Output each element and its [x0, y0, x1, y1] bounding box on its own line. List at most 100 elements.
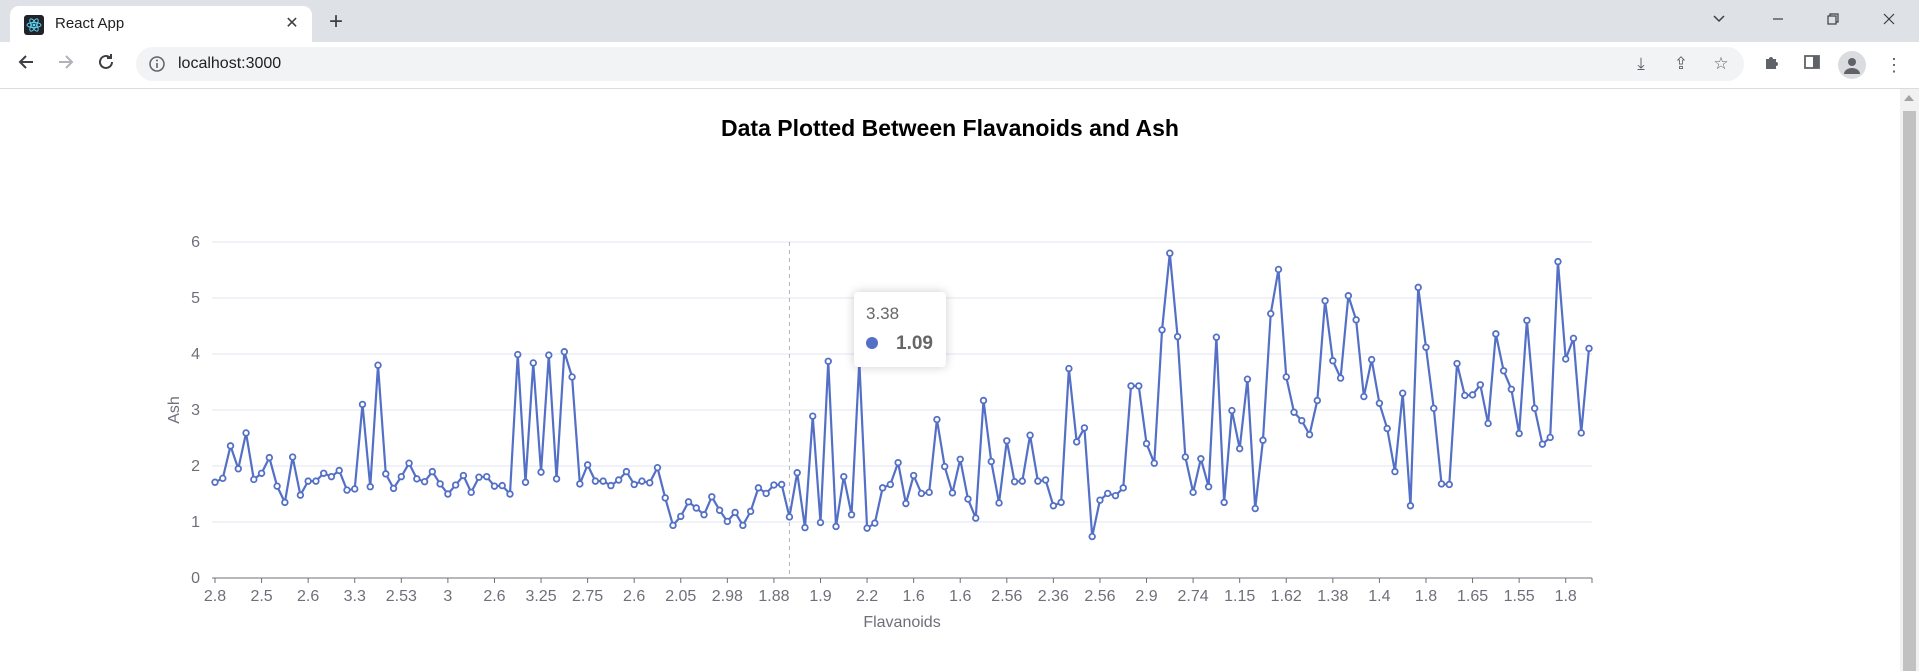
data-point: [529, 359, 537, 367]
data-point: [1135, 382, 1143, 390]
reload-icon[interactable]: [92, 51, 120, 79]
scrollbar-thumb[interactable]: [1903, 111, 1916, 671]
profile-avatar-icon[interactable]: [1838, 51, 1866, 79]
data-point: [669, 521, 677, 530]
x-tick-label: 3.3: [344, 588, 366, 605]
extensions-puzzle-icon[interactable]: [1760, 53, 1784, 77]
tooltip-x-value: 3.38: [866, 304, 900, 323]
data-point: [296, 491, 305, 499]
data-point: [894, 458, 902, 467]
x-tick-label: 1.38: [1317, 588, 1348, 605]
x-tick-label: 1.15: [1224, 588, 1255, 605]
data-point: [498, 481, 506, 490]
data-point: [1127, 382, 1135, 390]
data-point: [265, 453, 274, 462]
data-point: [1321, 297, 1329, 305]
data-point: [1585, 344, 1593, 353]
y-tick-label: 1: [191, 514, 200, 531]
data-point: [1336, 374, 1345, 382]
x-tick-label: 1.88: [758, 588, 789, 605]
side-panel-icon[interactable]: [1800, 53, 1824, 77]
data-point: [1352, 316, 1360, 324]
forward-arrow-icon[interactable]: [52, 51, 80, 79]
data-point: [374, 361, 382, 369]
data-point: [568, 373, 576, 381]
x-tick-label: 1.65: [1457, 588, 1488, 605]
data-point: [537, 468, 545, 476]
browser-menu-icon[interactable]: ⋮: [1885, 55, 1903, 75]
data-point: [1251, 504, 1259, 513]
data-point: [1212, 333, 1221, 341]
data-point: [692, 504, 700, 512]
data-point: [1197, 455, 1205, 463]
data-point: [1492, 330, 1500, 338]
x-tick-label: 3: [443, 588, 452, 605]
data-point: [467, 488, 475, 497]
data-point: [979, 396, 988, 405]
data-point: [1383, 424, 1391, 433]
data-point: [1104, 489, 1112, 498]
back-arrow-icon[interactable]: [12, 51, 40, 79]
share-icon[interactable]: ⇪: [1673, 54, 1689, 73]
page-content: [0, 89, 1900, 671]
data-point: [451, 481, 460, 489]
data-point: [1344, 292, 1353, 300]
bookmark-star-icon[interactable]: ☆: [1713, 54, 1729, 73]
vertical-scrollbar[interactable]: [1900, 89, 1919, 671]
data-point: [746, 507, 755, 516]
data-point: [1235, 444, 1244, 453]
data-point: [715, 506, 724, 514]
data-point: [1049, 502, 1058, 510]
data-point: [777, 480, 786, 489]
data-point: [1065, 364, 1073, 373]
data-point: [1507, 385, 1516, 393]
data-point: [1375, 399, 1384, 407]
data-point: [1228, 406, 1236, 415]
tooltip-series-marker-icon: [866, 337, 878, 349]
data-point: [972, 514, 980, 522]
data-point: [475, 473, 483, 481]
data-point: [1523, 316, 1531, 325]
data-point: [583, 461, 592, 469]
data-point: [1003, 437, 1011, 445]
tab-strip: React App ✕ +: [0, 0, 1919, 42]
data-point: [413, 475, 421, 483]
site-info-icon[interactable]: [148, 55, 166, 73]
address-bar[interactable]: localhost:3000 ⤓ ⇪ ☆: [136, 47, 1744, 81]
data-point: [514, 350, 522, 359]
data-point: [1080, 424, 1089, 432]
x-tick-label: 2.74: [1178, 588, 1209, 605]
data-point: [1158, 326, 1166, 334]
data-point: [1499, 367, 1508, 375]
data-point: [1181, 453, 1190, 461]
data-point: [420, 477, 429, 486]
data-point: [1119, 484, 1127, 492]
new-tab-icon[interactable]: +: [328, 8, 343, 35]
data-point: [1282, 373, 1290, 381]
data-point: [995, 499, 1003, 507]
tab-search-chevron-icon[interactable]: [1696, 4, 1742, 38]
data-point: [1414, 283, 1422, 292]
x-axis-label: Flavanoids: [863, 614, 940, 631]
data-point: [723, 517, 732, 526]
react-logo-icon: [24, 15, 44, 35]
data-point: [576, 480, 584, 488]
x-tick-label: 1.55: [1504, 588, 1535, 605]
data-point: [436, 480, 444, 488]
close-window-icon[interactable]: [1866, 4, 1912, 38]
data-point: [956, 455, 964, 463]
data-point: [1569, 334, 1578, 343]
data-point: [708, 493, 716, 501]
browser-tab[interactable]: React App ✕: [10, 6, 312, 42]
install-app-icon[interactable]: ⤓: [1637, 54, 1645, 73]
data-point: [343, 486, 351, 494]
data-point: [964, 495, 972, 503]
restore-icon[interactable]: [1810, 4, 1856, 38]
close-tab-icon[interactable]: ✕: [285, 15, 299, 32]
data-point: [591, 477, 600, 485]
minimize-icon[interactable]: [1755, 4, 1801, 38]
data-point: [700, 511, 708, 519]
scroll-up-arrow-icon[interactable]: [1904, 95, 1914, 101]
data-point: [871, 519, 879, 527]
data-point: [552, 475, 561, 483]
